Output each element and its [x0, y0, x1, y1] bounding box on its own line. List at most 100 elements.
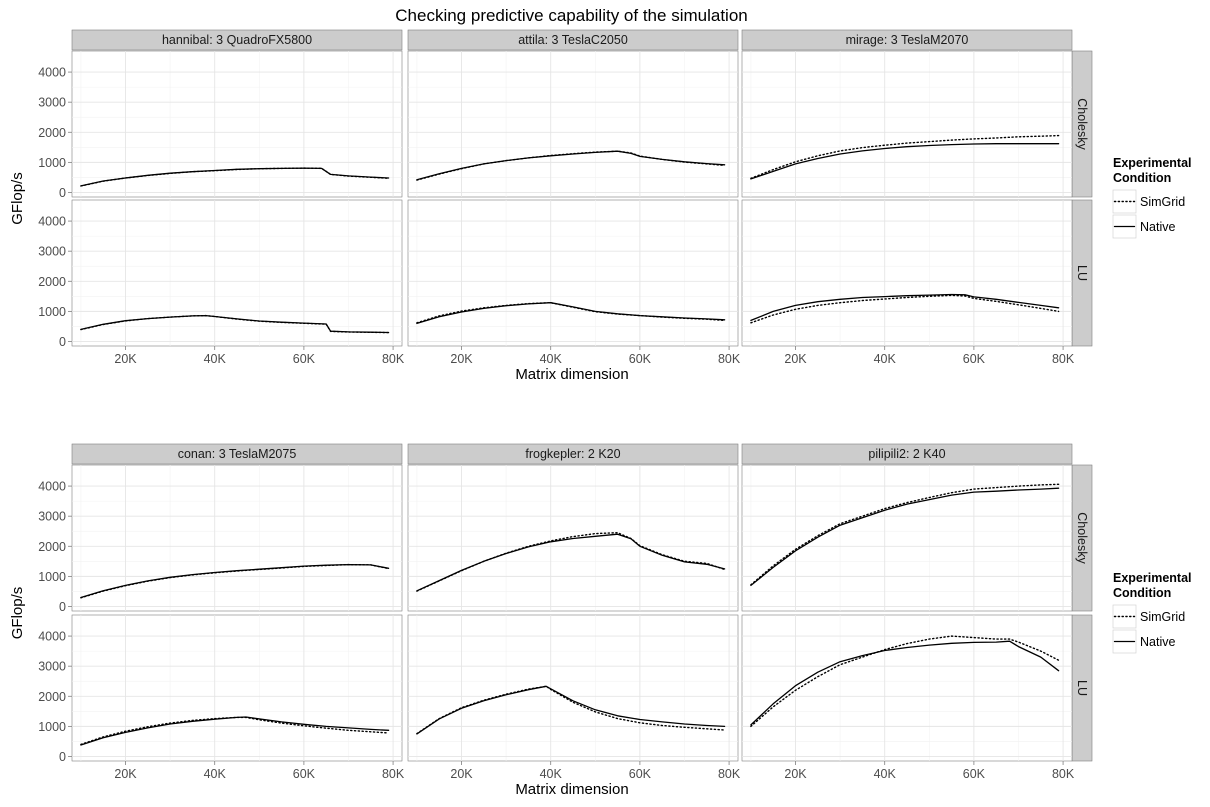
- legend-label: SimGrid: [1140, 195, 1185, 209]
- series-line-simgrid: [416, 685, 726, 735]
- panel-background: [407, 50, 739, 198]
- series-line-native: [750, 487, 1060, 587]
- x-axis-title: Matrix dimension: [515, 366, 628, 383]
- y-tick-label: 3000: [38, 660, 66, 674]
- panel-background: [71, 464, 403, 612]
- series-line-native: [416, 685, 726, 735]
- y-axis-title: GFlop/s: [9, 587, 26, 640]
- x-tick-label: 80K: [1052, 767, 1075, 781]
- facet-panel: [741, 199, 1073, 347]
- figure-title: Checking predictive capability of the si…: [395, 6, 748, 25]
- y-tick-label: 2000: [38, 275, 66, 289]
- facet-strip: [407, 29, 739, 51]
- facet-strip: [71, 29, 403, 51]
- facet-strip-label: frogkepler: 2 K20: [525, 447, 620, 461]
- y-tick-label: 4000: [38, 215, 66, 229]
- x-tick-label: 60K: [293, 767, 316, 781]
- x-tick-label: 40K: [540, 767, 563, 781]
- x-tick-label: 80K: [1052, 352, 1075, 366]
- x-tick-label: 60K: [293, 352, 316, 366]
- chart-group-2: conan: 3 TeslaM2075 frogkepler: 2 K20 pili…: [9, 443, 1192, 798]
- x-tick-label: 20K: [784, 767, 807, 781]
- facet-strip: [407, 443, 739, 465]
- legend-label: Native: [1140, 635, 1175, 649]
- y-tick-label: 2000: [38, 126, 66, 140]
- facet-panel: [407, 199, 739, 347]
- series-line-native: [750, 293, 1060, 322]
- series-line-simgrid: [80, 716, 390, 746]
- facet-strip-label: conan: 3 TeslaM2075: [178, 447, 297, 461]
- facet-strip: [741, 29, 1073, 51]
- row-strip-label: LU: [1075, 265, 1089, 281]
- facet-strip-label: hannibal: 3 QuadroFX5800: [162, 33, 312, 47]
- y-tick-label: 4000: [38, 630, 66, 644]
- y-tick-label: 4000: [38, 66, 66, 80]
- legend-label: Native: [1140, 220, 1175, 234]
- facet-strip: [71, 443, 403, 465]
- legend-key: [1112, 604, 1137, 629]
- x-tick-label: 60K: [963, 352, 986, 366]
- y-tick-label: 2000: [38, 690, 66, 704]
- x-tick-label: 20K: [784, 352, 807, 366]
- y-tick-label: 0: [59, 335, 66, 349]
- panel-background: [741, 199, 1073, 347]
- x-tick-label: 80K: [382, 767, 405, 781]
- y-axis-title: GFlop/s: [9, 172, 26, 225]
- row-strip-label: LU: [1075, 680, 1089, 696]
- series-line-simgrid: [416, 302, 726, 324]
- facet-panel: [407, 464, 739, 612]
- y-tick-label: 1000: [38, 156, 66, 170]
- panel-background: [741, 614, 1073, 762]
- series-line-simgrid: [416, 532, 726, 592]
- y-tick-label: 0: [59, 600, 66, 614]
- y-tick-label: 1000: [38, 305, 66, 319]
- facet-panel: [741, 50, 1073, 198]
- series-line-simgrid: [80, 563, 390, 599]
- series-line-simgrid: [80, 167, 390, 187]
- panel-background: [407, 199, 739, 347]
- legend-title: Experimental: [1113, 571, 1192, 585]
- panel-background: [741, 50, 1073, 198]
- series-line-simgrid: [750, 483, 1060, 586]
- y-tick-label: 0: [59, 750, 66, 764]
- series-line-simgrid: [750, 134, 1060, 180]
- facet-panel: [407, 614, 739, 762]
- legend-title: Condition: [1113, 586, 1171, 600]
- facet-panel: [71, 50, 403, 198]
- panel-background: [71, 50, 403, 198]
- facet-strip-label: pilipili2: 2 K40: [868, 447, 945, 461]
- facet-panel: [71, 614, 403, 762]
- y-tick-label: 4000: [38, 480, 66, 494]
- x-tick-label: 20K: [450, 767, 473, 781]
- x-tick-label: 80K: [382, 352, 405, 366]
- facet-panel: [407, 50, 739, 198]
- y-tick-label: 0: [59, 186, 66, 200]
- y-tick-label: 3000: [38, 510, 66, 524]
- facet-panel: [71, 464, 403, 612]
- x-tick-label: 60K: [963, 767, 986, 781]
- legend-key: [1112, 189, 1137, 214]
- facet-strip-label: attila: 3 TeslaC2050: [518, 33, 628, 47]
- legend-title: Condition: [1113, 171, 1171, 185]
- x-tick-label: 80K: [718, 352, 741, 366]
- x-tick-label: 40K: [874, 767, 897, 781]
- x-tick-label: 60K: [629, 352, 652, 366]
- series-line-native: [750, 143, 1060, 180]
- panel-background: [71, 199, 403, 347]
- x-tick-label: 40K: [874, 352, 897, 366]
- facet-strip: [741, 443, 1073, 465]
- x-tick-label: 60K: [629, 767, 652, 781]
- row-strip-label: Cholesky: [1075, 512, 1089, 564]
- y-tick-label: 1000: [38, 570, 66, 584]
- panel-background: [407, 614, 739, 762]
- chart-group-1: hannibal: 3 QuadroFX5800 attila: 3 TeslaC…: [9, 29, 1192, 383]
- y-tick-label: 3000: [38, 96, 66, 110]
- facet-strip-label: mirage: 3 TeslaM2070: [846, 33, 969, 47]
- panel-background: [741, 464, 1073, 612]
- x-tick-label: 20K: [114, 767, 137, 781]
- facet-panel: [71, 199, 403, 347]
- y-tick-label: 1000: [38, 720, 66, 734]
- legend-title: Experimental: [1113, 156, 1192, 170]
